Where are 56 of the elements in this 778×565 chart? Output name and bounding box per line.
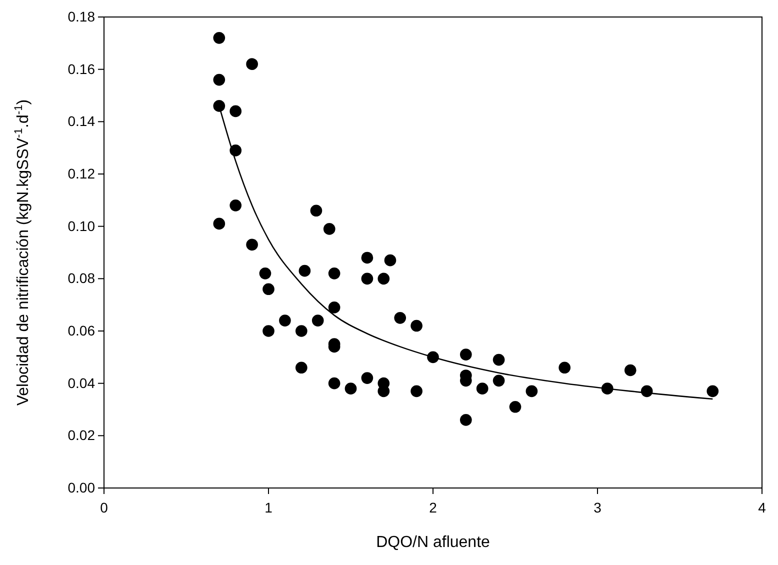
point: [624, 364, 636, 376]
point: [328, 377, 340, 390]
point: [230, 199, 242, 212]
point: [558, 362, 571, 374]
point: [230, 105, 242, 118]
point: [328, 302, 340, 314]
point: [262, 283, 274, 296]
point: [384, 254, 396, 266]
y-tick-label: 0.06: [68, 322, 96, 338]
x-tick-label: 2: [429, 499, 438, 516]
point: [460, 414, 472, 426]
point: [328, 268, 340, 280]
point: [361, 372, 374, 384]
point: [344, 382, 357, 394]
point: [394, 312, 406, 324]
x-tick-label: 0: [100, 499, 108, 516]
point: [259, 268, 272, 280]
y-tick-label: 0.00: [68, 479, 96, 496]
point: [213, 100, 226, 112]
y-tick-label: 0.02: [68, 427, 96, 444]
point: [361, 252, 374, 264]
y-tick-label: 0.18: [68, 8, 96, 24]
x-tick-label: 4: [758, 499, 766, 516]
point: [323, 223, 336, 235]
point: [378, 272, 390, 285]
point: [526, 385, 538, 398]
point: [246, 238, 258, 251]
point: [410, 385, 422, 398]
point: [213, 32, 226, 44]
point: [262, 325, 274, 337]
point: [213, 74, 226, 86]
point: [410, 320, 422, 332]
point: [706, 385, 719, 398]
point: [476, 382, 488, 394]
x-tick-label: 1: [264, 499, 273, 516]
x-tick-label: 3: [594, 499, 602, 516]
point: [460, 348, 472, 360]
y-tick-label: 0.12: [68, 165, 96, 182]
point: [213, 218, 226, 230]
x-axis-title: DQO/N afluente: [376, 534, 490, 551]
point: [295, 325, 308, 337]
point: [246, 58, 258, 70]
point: [492, 354, 505, 366]
point: [310, 204, 322, 217]
point: [509, 400, 522, 413]
y-tick-label: 0.16: [68, 60, 96, 77]
y-tick-label: 0.04: [68, 374, 96, 391]
point: [312, 314, 324, 326]
point: [298, 264, 311, 277]
point: [279, 314, 291, 326]
point: [492, 374, 505, 387]
y-tick-label: 0.08: [68, 270, 96, 286]
y-tick-label: 0.10: [68, 218, 96, 234]
y-tick-label: 0.14: [68, 113, 96, 130]
point: [295, 362, 308, 374]
point: [361, 272, 374, 285]
